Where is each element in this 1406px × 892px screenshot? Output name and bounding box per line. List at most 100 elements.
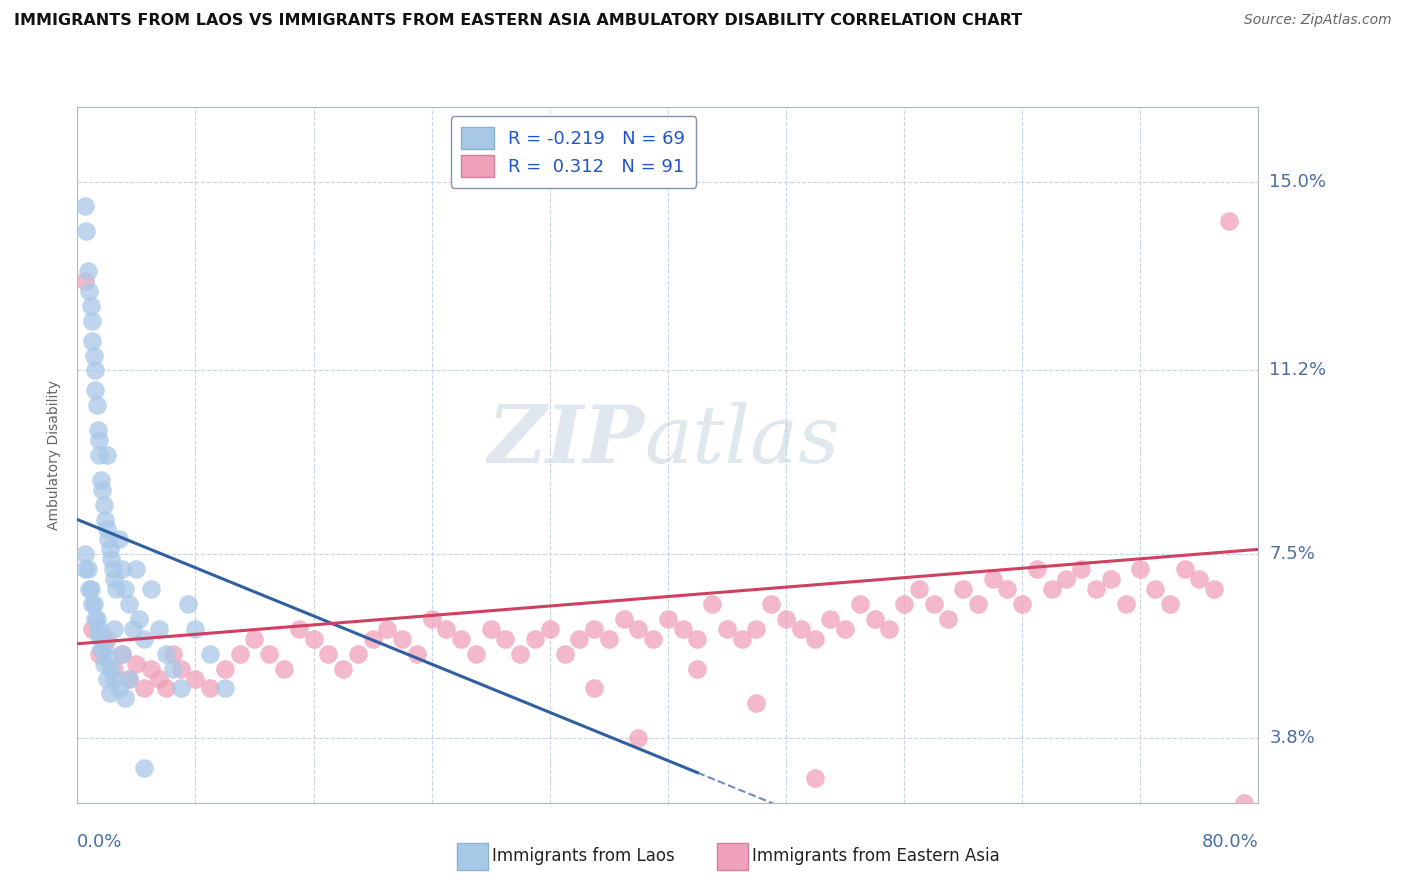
Point — [686, 662, 709, 676]
Point — [554, 647, 576, 661]
Point — [997, 582, 1019, 596]
Point — [132, 632, 155, 646]
Point — [184, 672, 207, 686]
Point — [1233, 796, 1256, 810]
Point — [98, 686, 121, 700]
Point — [702, 597, 724, 611]
Point — [509, 647, 531, 661]
Point — [162, 662, 184, 676]
Point — [775, 612, 797, 626]
Point — [495, 632, 517, 646]
Point — [79, 582, 101, 596]
Point — [84, 384, 107, 398]
Point — [77, 284, 100, 298]
Point — [162, 647, 184, 661]
Point — [967, 597, 990, 611]
Text: ZIP: ZIP — [488, 402, 644, 480]
Point — [302, 632, 325, 646]
Point — [745, 697, 768, 711]
Point — [103, 662, 125, 676]
Point — [879, 622, 901, 636]
Point — [111, 647, 132, 661]
Text: Immigrants from Laos: Immigrants from Laos — [492, 847, 675, 865]
Point — [1174, 562, 1197, 576]
Point — [111, 562, 132, 576]
Point — [346, 647, 368, 661]
Point — [148, 672, 170, 686]
Point — [952, 582, 974, 596]
Point — [79, 299, 101, 313]
Point — [1040, 582, 1063, 596]
Point — [1026, 562, 1049, 576]
Text: atlas: atlas — [644, 402, 839, 480]
Point — [1218, 214, 1240, 228]
Point — [184, 622, 207, 636]
Point — [141, 582, 163, 596]
Point — [613, 612, 636, 626]
Point — [122, 622, 145, 636]
Point — [745, 622, 768, 636]
Text: 3.8%: 3.8% — [1270, 729, 1315, 747]
Point — [170, 662, 193, 676]
Point — [87, 423, 110, 437]
Text: Source: ZipAtlas.com: Source: ZipAtlas.com — [1244, 13, 1392, 28]
Point — [90, 641, 112, 656]
Point — [524, 632, 547, 646]
Point — [391, 632, 413, 646]
Point — [90, 473, 112, 487]
Point — [598, 632, 620, 646]
Point — [1085, 582, 1108, 596]
Point — [89, 433, 111, 447]
Point — [200, 681, 222, 696]
Point — [583, 622, 606, 636]
Point — [1159, 597, 1181, 611]
Point — [91, 632, 114, 646]
Text: 15.0%: 15.0% — [1270, 172, 1326, 191]
Point — [538, 622, 561, 636]
Point — [804, 771, 827, 785]
Point — [318, 647, 340, 661]
Point — [834, 622, 856, 636]
Point — [84, 363, 107, 377]
Point — [73, 274, 96, 288]
Point — [177, 597, 200, 611]
Point — [96, 672, 118, 686]
Point — [464, 647, 488, 661]
Text: 11.2%: 11.2% — [1270, 361, 1327, 379]
Point — [716, 622, 738, 636]
Point — [103, 572, 125, 586]
Point — [479, 622, 502, 636]
Point — [643, 632, 665, 646]
Point — [94, 512, 117, 526]
Point — [761, 597, 783, 611]
Point — [863, 612, 886, 626]
Point — [118, 672, 141, 686]
Text: 0.0%: 0.0% — [77, 833, 122, 851]
Point — [83, 349, 105, 363]
Point — [86, 612, 108, 626]
Point — [672, 622, 695, 636]
Point — [214, 662, 236, 676]
Point — [76, 562, 98, 576]
Point — [627, 622, 650, 636]
Point — [103, 672, 125, 686]
Point — [132, 681, 155, 696]
Point — [1114, 597, 1136, 611]
Point — [141, 662, 163, 676]
Point — [214, 681, 236, 696]
Point — [406, 647, 429, 661]
Point — [450, 632, 472, 646]
Point — [104, 582, 127, 596]
Point — [1070, 562, 1092, 576]
Point — [128, 612, 150, 626]
Point — [332, 662, 354, 676]
Point — [97, 651, 120, 665]
Point — [96, 448, 118, 462]
Point — [1056, 572, 1078, 586]
Point — [111, 647, 132, 661]
Point — [583, 681, 606, 696]
Point — [148, 622, 170, 636]
Y-axis label: Ambulatory Disability: Ambulatory Disability — [48, 380, 62, 530]
Point — [1099, 572, 1122, 586]
Point — [82, 334, 104, 348]
